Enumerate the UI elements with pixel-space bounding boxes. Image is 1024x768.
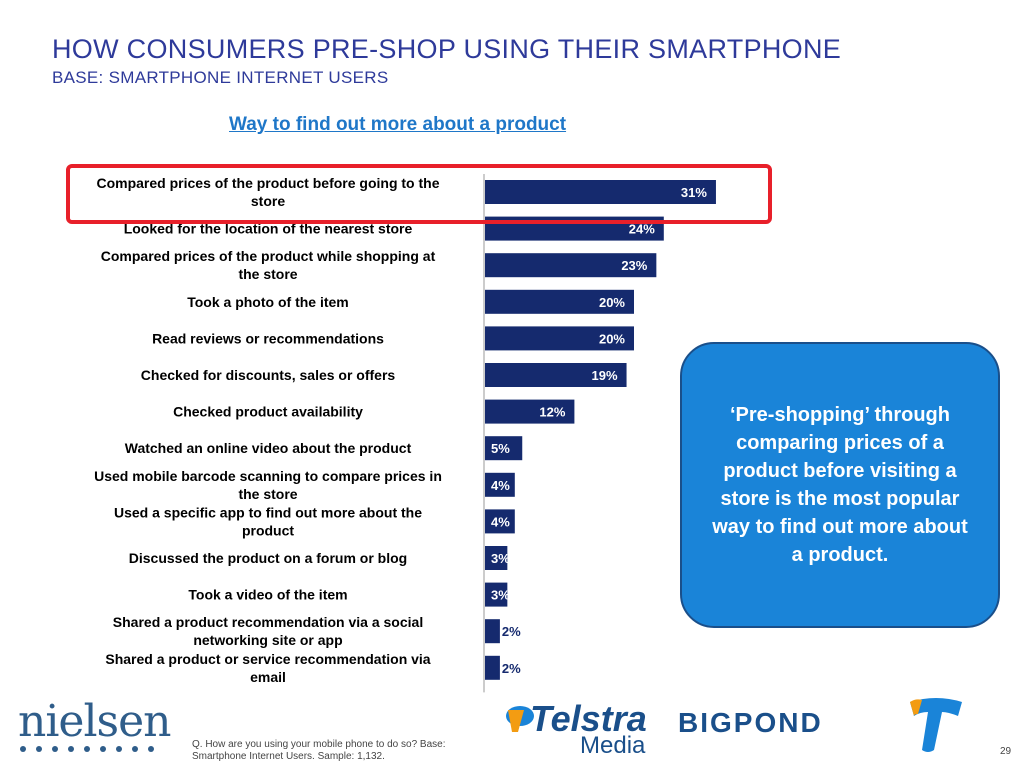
- category-label: Shared a product recommendation via a so…: [113, 614, 423, 648]
- bar-chart: 31% Compared prices of the product before…: [66, 164, 772, 693]
- data-label: 5%: [491, 441, 510, 456]
- telstra-t-logo: [910, 698, 962, 752]
- category-label: Read reviews or recommendations: [152, 330, 384, 346]
- chart-title: Way to find out more about a product: [229, 114, 567, 135]
- footnote: Q. How are you using your mobile phone t…: [192, 739, 446, 762]
- telstra-media-logo: Telstra Media: [506, 698, 647, 756]
- category-label: Checked product availability: [173, 404, 363, 420]
- category-label: Watched an online video about the produc…: [125, 440, 412, 456]
- bar: [485, 180, 716, 204]
- bar: [485, 326, 634, 351]
- telstra-wordmark: Telstra: [530, 698, 647, 739]
- category-label: Compared prices of the product before go…: [96, 175, 439, 209]
- data-label: 20%: [599, 295, 625, 310]
- category-label: Looked for the location of the nearest s…: [124, 221, 413, 237]
- data-label: 2%: [502, 624, 521, 639]
- bar: [485, 289, 634, 314]
- data-label: 20%: [599, 331, 625, 346]
- bigpond-logo: BIGPOND: [678, 707, 823, 736]
- page-number: 29: [1000, 746, 1012, 757]
- data-label: 3%: [491, 551, 510, 566]
- page-subtitle: BASE: SMARTPHONE INTERNET USERS: [52, 68, 389, 87]
- callout-text: ‘Pre-shopping’ through comparing prices …: [712, 404, 968, 566]
- page-title: HOW CONSUMERS PRE-SHOP USING THEIR SMART…: [52, 34, 842, 64]
- data-label: 4%: [491, 514, 510, 529]
- category-label: Shared a product or service recommendati…: [105, 651, 430, 685]
- category-label: Checked for discounts, sales or offers: [141, 367, 396, 383]
- category-label: Took a video of the item: [188, 587, 347, 603]
- category-label: Compared prices of the product while sho…: [101, 248, 436, 282]
- category-label: Took a photo of the item: [187, 294, 349, 310]
- data-label: 19%: [592, 368, 618, 383]
- bar: [485, 546, 508, 570]
- data-label: 23%: [621, 258, 647, 273]
- nielsen-logo: nielsen: [18, 696, 171, 752]
- data-label: 24%: [629, 222, 655, 237]
- bigpond-wordmark: BIGPOND: [678, 707, 823, 736]
- data-label: 3%: [491, 588, 510, 603]
- category-label: Discussed the product on a forum or blog: [129, 550, 407, 566]
- bar: [485, 619, 500, 644]
- data-label: 31%: [681, 185, 707, 200]
- callout-box: ‘Pre-shopping’ through comparing prices …: [680, 342, 1000, 628]
- bar: [485, 436, 523, 461]
- nielsen-dots: [20, 746, 170, 752]
- bar: [485, 655, 500, 680]
- category-label: Used mobile barcode scanning to compare …: [94, 468, 442, 502]
- bar: [485, 472, 515, 497]
- data-label: 2%: [502, 661, 521, 676]
- bar: [485, 582, 508, 607]
- data-label: 12%: [539, 405, 565, 420]
- data-label: 4%: [491, 478, 510, 493]
- nielsen-wordmark: nielsen: [18, 696, 171, 747]
- bar: [485, 363, 627, 387]
- highlight-box: [66, 164, 772, 224]
- media-wordmark: Media: [580, 732, 646, 756]
- bar: [485, 509, 515, 534]
- bar: [485, 253, 657, 278]
- category-label: Used a specific app to find out more abo…: [114, 504, 422, 538]
- bar: [485, 399, 575, 424]
